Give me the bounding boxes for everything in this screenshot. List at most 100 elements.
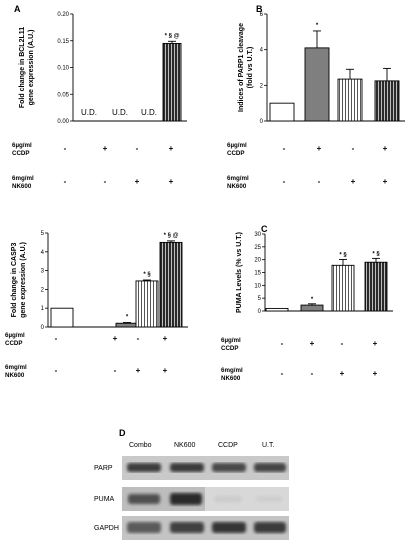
bar	[337, 78, 363, 122]
blot-row-gapdh: GAPDH	[94, 525, 119, 532]
bar	[269, 102, 295, 122]
blot-col-ccdp: CCDP	[218, 442, 238, 449]
ccdp-sign: +	[317, 144, 322, 153]
blot-col-combo: Combo	[129, 442, 152, 449]
y-tick-label: 0.15	[57, 39, 69, 45]
nk600-sign: +	[351, 177, 356, 186]
panel-label: C	[261, 224, 268, 234]
ccdp-sign: -	[136, 144, 139, 153]
ccdp-label: 6µg/ml	[227, 142, 247, 149]
ccdp-sign: +	[310, 339, 315, 348]
significance-marker: *	[126, 314, 129, 320]
panel-label: A	[14, 4, 21, 14]
ccdp-sign: -	[55, 334, 58, 343]
ccdp-label: 6µg/ml	[221, 337, 241, 344]
bar	[300, 304, 324, 312]
nk600-sign: +	[383, 177, 388, 186]
y-tick-label: 4	[41, 250, 45, 256]
y-tick-label: 4	[260, 48, 264, 54]
bar	[162, 42, 182, 122]
y-tick-label: 5	[258, 296, 262, 302]
ccdp-label-line2: CCDP	[5, 340, 23, 347]
blot-strip-puma	[122, 487, 289, 511]
blot-strip-gapdh	[122, 516, 289, 540]
y-axis-label: Fold change in BCL2L11	[19, 27, 26, 108]
ccdp-sign: -	[281, 339, 284, 348]
bar	[159, 241, 183, 328]
significance-marker: * §	[143, 272, 151, 278]
bar	[304, 47, 330, 122]
bar	[331, 264, 355, 312]
significance-marker: * § @	[164, 233, 179, 239]
ccdp-label-line2: CCDP	[12, 150, 30, 157]
bar	[364, 261, 388, 312]
nk600-sign: -	[55, 366, 58, 375]
ccdp-sign: +	[113, 334, 118, 343]
y-tick-label: 10	[254, 283, 261, 289]
nk600-sign: +	[136, 366, 141, 375]
y-tick-label: 15	[254, 271, 261, 277]
bar	[135, 280, 159, 328]
nk600-label: 6mg/ml	[5, 364, 27, 371]
ccdp-sign: +	[169, 144, 174, 153]
ccdp-label: 6µg/ml	[5, 332, 25, 339]
ccdp-sign: +	[163, 334, 168, 343]
y-tick-label: 5	[41, 231, 45, 237]
y-tick-label: 0.10	[57, 66, 69, 72]
bar	[374, 80, 400, 122]
western-blot-panel: D Combo NK600 CCDP U.T. PARP PUMA GAPDH	[94, 428, 289, 540]
ccdp-label: 6µg/ml	[12, 142, 32, 149]
nk600-sign: -	[283, 177, 286, 186]
chart-4: 0 5 10 15 20 25 30 PUMA Levels (% vs U.T.) C * * §…	[236, 224, 393, 315]
y-axis-label-line2: (fold vs U.T.)	[247, 47, 254, 89]
nk600-label-line2: NK600	[227, 183, 247, 190]
bar	[115, 322, 139, 328]
nk600-label-line2: NK600	[12, 183, 32, 190]
nk600-sign: -	[104, 177, 107, 186]
nk600-sign: -	[311, 369, 314, 378]
ccdp-sign: +	[373, 339, 378, 348]
ccdp-label-line2: CCDP	[221, 345, 239, 352]
panel-label: B	[256, 4, 263, 14]
undetected-label: U.D.	[112, 108, 128, 117]
significance-marker: * §	[372, 251, 380, 257]
ccdp-sign: -	[283, 144, 286, 153]
y-tick-label: 0	[260, 119, 264, 125]
panel-label-d: D	[119, 428, 126, 438]
y-tick-label: 0	[41, 325, 45, 331]
nk600-sign: +	[169, 177, 174, 186]
nk600-sign: +	[373, 369, 378, 378]
nk600-label: 6mg/ml	[227, 175, 249, 182]
significance-marker: *	[316, 23, 319, 29]
blot-row-parp: PARP	[94, 465, 113, 472]
significance-marker: *	[311, 297, 314, 303]
nk600-sign: -	[64, 177, 67, 186]
ccdp-sign: -	[137, 334, 140, 343]
nk600-label: 6mg/ml	[221, 367, 243, 374]
ccdp-sign: +	[383, 144, 388, 153]
y-tick-label: 3	[41, 269, 45, 275]
nk600-sign: +	[163, 366, 168, 375]
y-tick-label: 6	[260, 12, 264, 18]
blot-col-ut: U.T.	[262, 442, 275, 449]
nk600-label-line2: NK600	[221, 375, 241, 382]
y-tick-label: 2	[41, 287, 45, 293]
y-axis-label-line2: gene expression (A.U.)	[28, 30, 35, 106]
chart-1: 0.00 0.05 0.10 0.15 0.20 Fold change in BCL2L…	[14, 4, 187, 125]
nk600-label: 6mg/ml	[12, 175, 34, 182]
nk600-sign: -	[281, 369, 284, 378]
y-tick-label: 2	[260, 83, 264, 89]
ccdp-sign: +	[103, 144, 108, 153]
ccdp-sign: -	[341, 339, 344, 348]
nk600-sign: -	[114, 366, 117, 375]
significance-marker: * § @	[165, 33, 180, 39]
nk600-sign: +	[340, 369, 345, 378]
ccdp-sign: -	[64, 144, 67, 153]
nk600-sign: -	[318, 177, 321, 186]
bar	[265, 307, 289, 312]
